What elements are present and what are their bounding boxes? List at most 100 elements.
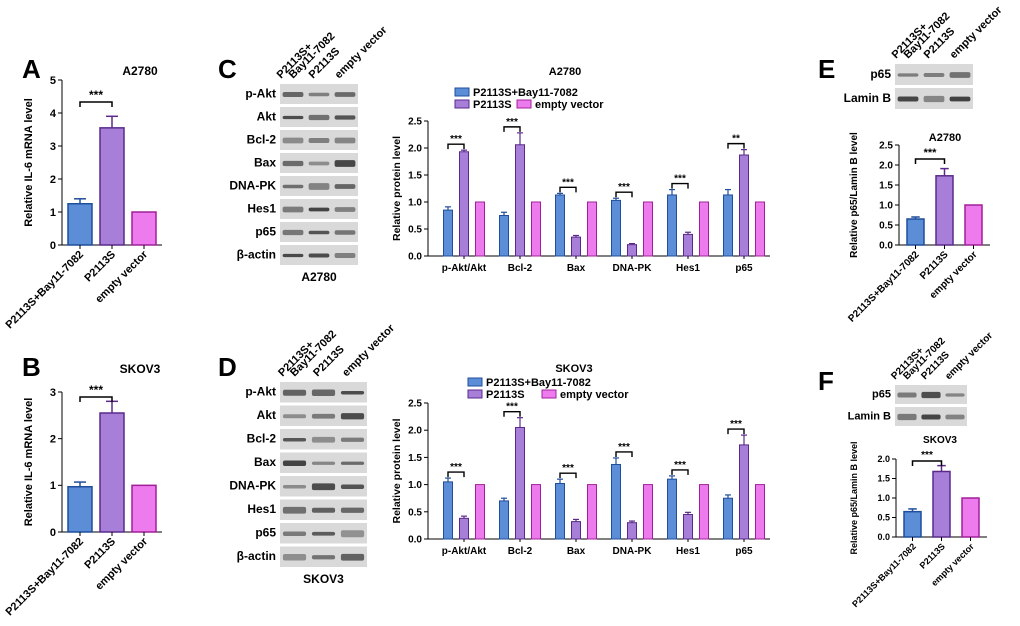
significance-label: *** [450, 462, 462, 473]
y-tick-label: 2 [50, 434, 56, 446]
legend-label: P2113S [486, 389, 525, 401]
y-axis-label: Relative p65/Lamin B level [849, 132, 860, 258]
blot-row-label: Akt [257, 408, 276, 422]
chart-e: A2780 0.0 0.5 1.0 1.5 2.0 2.5 Relative p65/Lami… [846, 132, 990, 325]
significance-label: *** [89, 88, 103, 102]
chart-title: SKOV3 [120, 362, 161, 376]
blot-row-label: p65 [255, 526, 276, 540]
blot-band [282, 460, 307, 466]
chart-f: SKOV3 0.0 0.5 1.0 1.5 2.0 Relative p65/Lamin B… [849, 435, 987, 609]
blot-cell-line: SKOV3 [303, 572, 344, 586]
bar [555, 483, 565, 540]
y-tick-label: 1.5 [879, 181, 893, 192]
blot-row-label: Hes1 [247, 201, 276, 215]
significance-label: *** [924, 147, 938, 159]
legend-label: P2113S [473, 99, 512, 111]
bar [906, 218, 925, 246]
y-tick-label: 1.5 [408, 453, 422, 464]
blot-band [334, 137, 356, 144]
blot-band [311, 436, 336, 443]
significance-label: ** [732, 134, 740, 145]
significance-bracket [671, 469, 689, 475]
bar [587, 484, 597, 540]
bar [67, 203, 93, 246]
bar [475, 484, 485, 540]
blot-band [282, 184, 304, 189]
blot-band [334, 92, 356, 97]
y-tick-label: 0 [50, 240, 56, 252]
panel-label-e: E [818, 54, 835, 84]
bar [499, 500, 509, 540]
bar [459, 517, 469, 540]
bar [99, 412, 125, 533]
legend-swatch [467, 377, 483, 387]
y-tick-label: 1 [50, 207, 56, 219]
blot-band [282, 554, 307, 561]
bar [935, 175, 954, 246]
y-tick-label: 2.0 [877, 454, 890, 464]
blot-band [340, 484, 365, 490]
blot-band [340, 530, 365, 538]
blot-row-label: β-actin [237, 247, 276, 261]
x-tick-label: DNA-PK [613, 546, 653, 557]
lane-label: empty vector [948, 4, 1005, 61]
y-tick-label: 0.5 [877, 513, 890, 523]
bar [515, 426, 525, 540]
blot-row-label: Lamin B [844, 91, 892, 105]
bar [723, 194, 733, 257]
blot-band [311, 507, 336, 513]
blot-band [334, 253, 356, 258]
blot-band [340, 553, 365, 561]
significance-label: *** [674, 174, 686, 185]
blot-band [923, 95, 945, 103]
significance-bracket [559, 472, 577, 479]
blot-band [282, 438, 307, 442]
x-tick-label: P2113S+Bay11-7082 [3, 536, 86, 619]
bar [587, 201, 597, 257]
bar [611, 463, 621, 540]
significance-bracket [559, 186, 577, 193]
bar [99, 127, 125, 246]
bar [643, 484, 653, 540]
y-tick-label: 3 [50, 387, 56, 399]
bar [667, 194, 677, 257]
blot-row-label: Lamin B [848, 411, 891, 423]
blot-band [311, 555, 336, 560]
legend-swatch [454, 99, 470, 109]
x-tick-label: Hes1 [676, 263, 700, 274]
bar [643, 201, 653, 257]
blot-row-label: DNA-PK [229, 479, 276, 493]
bar [571, 521, 581, 540]
bar [755, 201, 765, 257]
blot-band [340, 437, 365, 442]
y-tick-label: 2.5 [879, 141, 893, 152]
significance-label: *** [730, 419, 742, 430]
blot-band [340, 391, 365, 395]
y-tick-label: 0.0 [408, 252, 422, 263]
blot-row-label: Bcl-2 [247, 132, 277, 146]
legend-label: P2113S+Bay11-7082 [486, 377, 591, 389]
legend-label: empty vector [560, 389, 629, 401]
x-tick-label: P2113S+Bay11-7082 [3, 249, 86, 332]
blot-band [308, 207, 330, 212]
blot-band [282, 389, 307, 396]
y-tick-label: 0.0 [879, 241, 893, 252]
bar [961, 497, 980, 538]
blot-band [282, 115, 304, 120]
significance-bracket [914, 158, 946, 164]
x-tick-label: Bax [567, 263, 586, 274]
y-tick-label: 0.5 [408, 507, 422, 518]
bar [739, 444, 749, 540]
blot-row-label: Bax [254, 455, 276, 469]
blot-band [282, 253, 304, 258]
blot-band [282, 206, 304, 213]
blot-row-label: p65 [255, 224, 276, 238]
bar [515, 144, 525, 257]
bar [459, 151, 469, 257]
significance-label: *** [562, 463, 574, 474]
blot-band [311, 413, 336, 419]
bar [683, 233, 693, 257]
